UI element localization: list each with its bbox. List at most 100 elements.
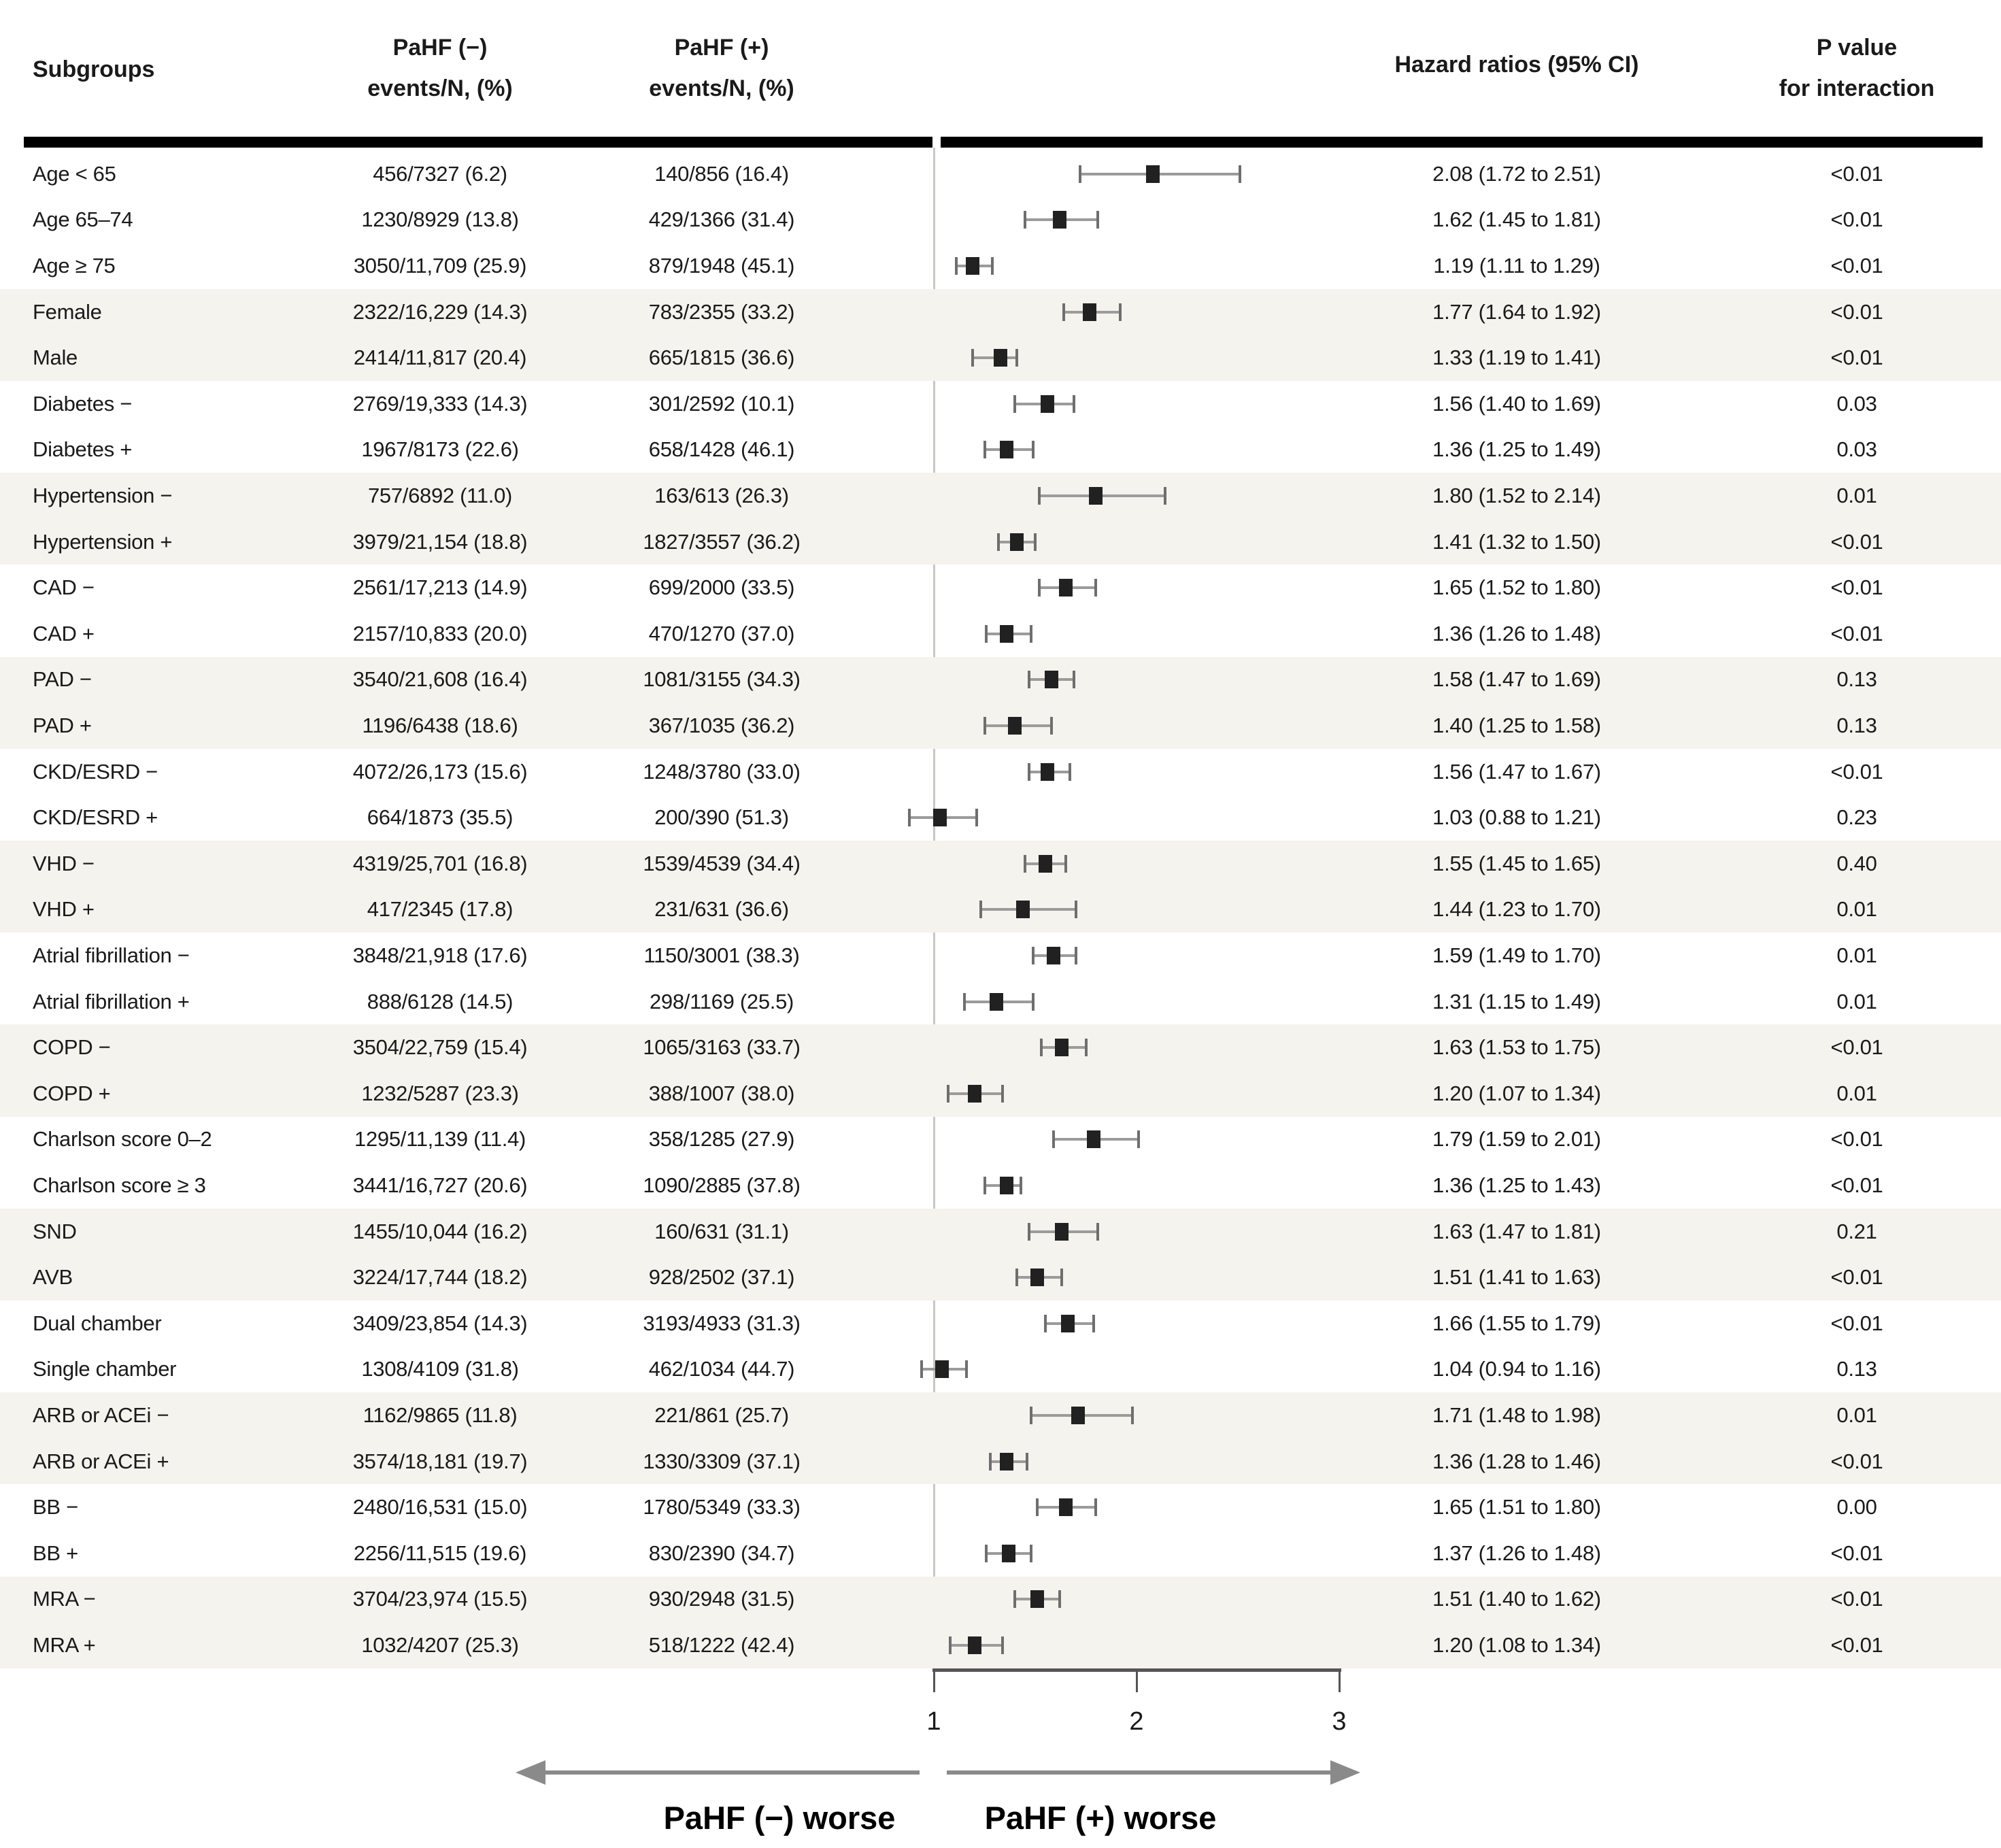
pahf-neg-value: 456/7327 (6.2) xyxy=(373,161,507,186)
table-row: CKD/ESRD + 664/1873 (35.5) 200/390 (51.3) 1… xyxy=(0,794,2001,841)
table-row: Diabetes + 1967/8173 (22.6) 658/1428 (46.1… xyxy=(0,427,2001,473)
ci-cap-left xyxy=(989,1452,992,1471)
ci-cap-right xyxy=(1034,533,1037,551)
hr-marker xyxy=(1058,579,1073,597)
subgroup-label: Diabetes − xyxy=(33,391,133,416)
x-axis-tick-label-3: 3 xyxy=(1332,1707,1347,1736)
hr-marker xyxy=(1030,1590,1044,1609)
pahf-neg-value: 1232/5287 (23.3) xyxy=(361,1081,519,1105)
table-row: CAD + 2157/10,833 (20.0) 470/1270 (37.0) 1.… xyxy=(0,611,2001,657)
pahf-neg-value: 4319/25,701 (16.8) xyxy=(352,851,528,875)
p-value: <0.01 xyxy=(1830,253,1883,278)
ci-cap-right xyxy=(1238,165,1241,183)
pahf-neg-value: 1455/10,044 (16.2) xyxy=(352,1219,528,1243)
table-row: Charlson score 0–2 1295/11,139 (11.4) 358/… xyxy=(0,1117,2001,1163)
p-value: 0.13 xyxy=(1836,667,1877,692)
subgroup-label: Charlson score 0–2 xyxy=(33,1127,212,1152)
ci-cap-left xyxy=(1078,165,1081,183)
header-rule-right xyxy=(941,137,1983,148)
ci-cap-left xyxy=(948,1636,952,1654)
pahf-neg-value: 3409/23,854 (14.3) xyxy=(352,1311,528,1335)
pahf-neg-value: 757/6892 (11.0) xyxy=(367,483,513,507)
ci-cap-left xyxy=(983,1176,986,1194)
table-row: Single chamber 1308/4109 (31.8) 462/1034 (… xyxy=(0,1347,2001,1393)
table-row: ARB or ACEi − 1162/9865 (11.8) 221/861 (25… xyxy=(0,1392,2001,1439)
right-arrow-shaft xyxy=(947,1770,1332,1775)
subgroup-label: MRA − xyxy=(33,1587,96,1611)
ci-line xyxy=(1079,172,1240,175)
hr-marker xyxy=(1038,854,1052,873)
hr-value: 1.51 (1.40 to 1.62) xyxy=(1432,1587,1601,1611)
ci-cap-right xyxy=(1072,671,1075,689)
hr-marker xyxy=(1060,1314,1075,1332)
hr-value: 1.20 (1.07 to 1.34) xyxy=(1432,1081,1601,1105)
ci-cap-left xyxy=(1035,1498,1039,1517)
hr-marker xyxy=(935,1360,949,1379)
subgroup-label: AVB xyxy=(33,1265,73,1290)
hr-marker xyxy=(1054,1222,1069,1241)
subgroup-label: ARB or ACEi + xyxy=(33,1449,169,1473)
footer-label-pahf-positive-worse: PaHF (+) worse xyxy=(984,1800,1217,1836)
subgroup-label: CAD − xyxy=(33,575,95,600)
ci-cap-left xyxy=(962,992,966,1011)
pahf-pos-value: 298/1169 (25.5) xyxy=(649,989,794,1013)
ci-cap-right xyxy=(1094,579,1098,597)
hr-value: 1.36 (1.25 to 1.43) xyxy=(1432,1173,1601,1197)
hr-marker xyxy=(1145,165,1160,183)
p-value: 0.01 xyxy=(1836,483,1877,507)
subgroup-label: CKD/ESRD + xyxy=(33,805,158,830)
p-value: 0.23 xyxy=(1836,805,1877,830)
pahf-pos-value: 470/1270 (37.0) xyxy=(648,621,795,645)
hr-marker xyxy=(1083,303,1097,321)
column-header-hazard-ratios: Hazard ratios (95% CI) xyxy=(1394,52,1639,78)
hr-value: 1.40 (1.25 to 1.58) xyxy=(1432,713,1601,737)
pahf-neg-value: 3441/16,727 (20.6) xyxy=(352,1173,528,1197)
p-value: <0.01 xyxy=(1830,346,1883,370)
subgroup-label: Female xyxy=(33,299,102,324)
pahf-neg-value: 3979/21,154 (18.8) xyxy=(352,529,528,554)
hr-marker xyxy=(1071,1406,1085,1424)
table-row: BB − 2480/16,531 (15.0) 1780/5349 (33.3) 1.… xyxy=(0,1484,2001,1530)
ci-cap-left xyxy=(983,441,986,459)
hr-value: 1.41 (1.32 to 1.50) xyxy=(1432,529,1601,554)
subgroup-label: Age ≥ 75 xyxy=(33,253,116,278)
p-value: 0.13 xyxy=(1836,713,1877,737)
ci-cap-right xyxy=(991,256,994,275)
ci-cap-left xyxy=(1028,671,1031,689)
table-row: PAD + 1196/6438 (18.6) 367/1035 (36.2) 1.40… xyxy=(0,703,2001,749)
pahf-neg-value: 2561/17,213 (14.9) xyxy=(352,575,528,600)
ci-cap-right xyxy=(1001,1084,1005,1103)
pahf-pos-value: 1330/3309 (37.1) xyxy=(643,1449,801,1473)
p-value: <0.01 xyxy=(1830,759,1883,784)
subgroup-label: SND xyxy=(33,1219,77,1243)
ci-cap-left xyxy=(1015,1269,1019,1287)
subgroup-label: Dual chamber xyxy=(33,1311,162,1335)
hr-marker xyxy=(1000,1176,1014,1194)
ci-cap-right xyxy=(1163,486,1166,505)
pahf-pos-value: 1150/3001 (38.3) xyxy=(643,943,800,967)
p-value: <0.01 xyxy=(1830,575,1883,600)
ci-cap-left xyxy=(983,716,986,735)
pahf-pos-value: 658/1428 (46.1) xyxy=(648,437,795,462)
hr-value: 1.04 (0.94 to 1.16) xyxy=(1432,1357,1601,1381)
column-header-p-value: P value for interaction xyxy=(1779,35,1935,101)
hr-value: 1.33 (1.19 to 1.41) xyxy=(1432,346,1601,370)
ci-cap-right xyxy=(1030,1544,1033,1562)
table-row: CAD − 2561/17,213 (14.9) 699/2000 (33.5) 1.… xyxy=(0,565,2001,611)
pahf-neg-value: 2322/16,229 (14.3) xyxy=(352,299,528,324)
ci-cap-right xyxy=(1092,1314,1096,1332)
hr-value: 1.55 (1.45 to 1.65) xyxy=(1432,851,1601,875)
hr-value: 1.63 (1.47 to 1.81) xyxy=(1432,1219,1601,1243)
pahf-neg-value: 3704/23,974 (15.5) xyxy=(352,1587,528,1611)
hr-value: 1.66 (1.55 to 1.79) xyxy=(1432,1311,1601,1335)
subgroup-label: Single chamber xyxy=(33,1357,177,1381)
pahf-neg-value: 1162/9865 (11.8) xyxy=(363,1402,518,1427)
table-row: Male 2414/11,817 (20.4) 665/1815 (36.6) 1.3… xyxy=(0,335,2001,381)
hr-value: 1.56 (1.47 to 1.67) xyxy=(1432,759,1601,784)
x-axis-tick-label-2: 2 xyxy=(1129,1707,1144,1736)
table-row: Diabetes − 2769/19,333 (14.3) 301/2592 (10… xyxy=(0,381,2001,427)
subgroup-label: CAD + xyxy=(33,621,95,645)
p-value: <0.01 xyxy=(1830,1632,1883,1657)
p-value: <0.01 xyxy=(1830,1127,1883,1152)
